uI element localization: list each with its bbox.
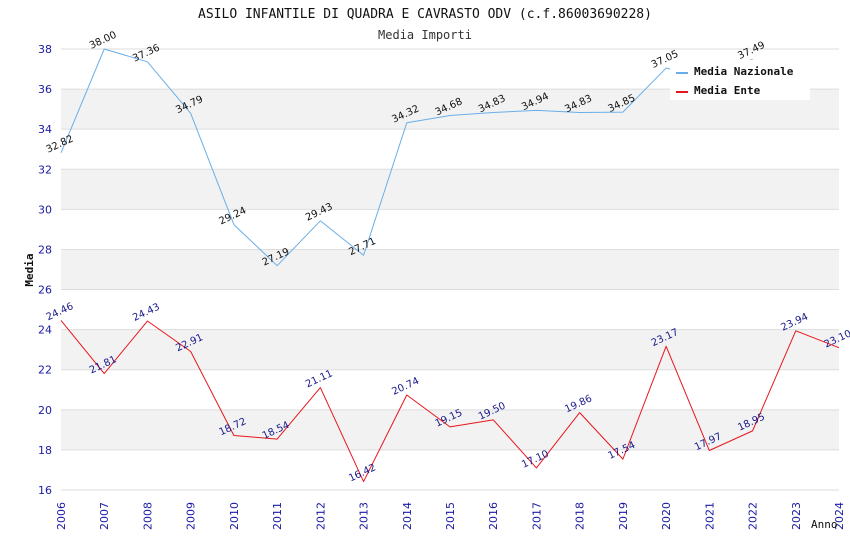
x-tick-label: 2015 bbox=[444, 502, 457, 530]
y-tick-label: 18 bbox=[38, 444, 52, 457]
x-tick-label: 2016 bbox=[487, 502, 500, 530]
x-tick-label: 2006 bbox=[55, 502, 68, 530]
x-tick-label: 2023 bbox=[790, 502, 803, 530]
y-tick-label: 16 bbox=[38, 484, 52, 497]
y-tick-label: 30 bbox=[38, 203, 52, 216]
data-label: 32.82 bbox=[45, 134, 76, 156]
y-tick-label: 36 bbox=[38, 83, 52, 96]
chart-subtitle: Media Importi bbox=[378, 28, 472, 42]
x-axis-label: Anno bbox=[811, 518, 838, 531]
data-label: 21.11 bbox=[304, 368, 335, 390]
data-label: 16.42 bbox=[347, 462, 378, 484]
x-tick-label: 2022 bbox=[747, 502, 760, 530]
y-tick-label: 32 bbox=[38, 163, 52, 176]
grid-band bbox=[61, 169, 839, 210]
y-tick-label: 34 bbox=[38, 123, 52, 136]
x-tick-label: 2009 bbox=[185, 502, 198, 530]
grid-lines bbox=[61, 48, 839, 491]
y-tick-label: 20 bbox=[38, 404, 52, 417]
chart-title: ASILO INFANTILE DI QUADRA E CAVRASTO ODV… bbox=[198, 7, 652, 22]
x-tick-label: 2007 bbox=[98, 502, 111, 530]
y-tick-label: 22 bbox=[38, 364, 52, 377]
x-tick-label: 2014 bbox=[401, 502, 414, 530]
x-tick-label: 2013 bbox=[358, 502, 371, 530]
x-tick-label: 2020 bbox=[660, 502, 673, 530]
x-tick-label: 2017 bbox=[530, 502, 543, 530]
x-tick-label: 2008 bbox=[141, 502, 154, 530]
series-lines bbox=[60, 48, 840, 483]
data-label: 24.46 bbox=[45, 301, 76, 323]
y-axis-label: Media bbox=[23, 253, 36, 286]
grid-band bbox=[61, 329, 839, 370]
legend-box bbox=[670, 60, 810, 100]
legend: Media Nazionale Media Ente bbox=[670, 60, 810, 100]
data-label: 20.74 bbox=[390, 376, 421, 398]
x-tick-label: 2012 bbox=[314, 502, 327, 530]
x-tick-label: 2010 bbox=[228, 502, 241, 530]
x-tick-label: 2019 bbox=[617, 502, 630, 530]
y-tick-label: 28 bbox=[38, 243, 52, 256]
data-label: 37.49 bbox=[736, 40, 767, 62]
grid-band bbox=[61, 409, 839, 450]
x-tick-label: 2018 bbox=[574, 502, 587, 530]
data-label: 38.00 bbox=[88, 30, 119, 52]
grid-bands bbox=[61, 89, 839, 450]
x-axis-ticks: 2006 2007 2008 2009 2010 2011 2012 2013 2014 2015… bbox=[55, 502, 846, 530]
y-axis-ticks: 16 18 20 22 24 26 28 30 32 34 36 38 bbox=[38, 43, 52, 497]
y-tick-label: 24 bbox=[38, 324, 52, 337]
y-tick-label: 38 bbox=[38, 43, 52, 56]
series-line-ente bbox=[60, 320, 840, 483]
x-tick-label: 2024 bbox=[833, 502, 846, 530]
x-tick-label: 2011 bbox=[271, 502, 284, 530]
series-line-nazionale bbox=[60, 48, 753, 267]
grid-band bbox=[61, 249, 839, 290]
legend-label-nazionale: Media Nazionale bbox=[694, 65, 794, 78]
data-label: 24.43 bbox=[131, 302, 162, 324]
y-tick-label: 26 bbox=[38, 284, 52, 297]
legend-label-ente: Media Ente bbox=[694, 84, 761, 97]
x-tick-label: 2021 bbox=[703, 502, 716, 530]
